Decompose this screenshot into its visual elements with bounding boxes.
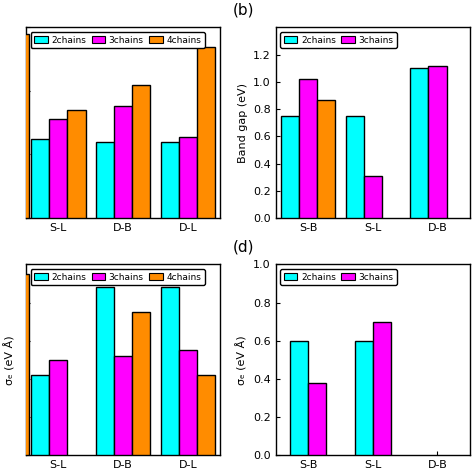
Bar <box>132 312 150 455</box>
Bar <box>31 139 49 218</box>
Bar <box>161 287 179 455</box>
Text: (d): (d) <box>233 240 255 255</box>
Y-axis label: σₑ (eV Å): σₑ (eV Å) <box>236 335 247 384</box>
Bar <box>197 375 215 455</box>
Legend: 2chains, 3chains: 2chains, 3chains <box>280 32 397 48</box>
Bar <box>96 142 114 218</box>
Legend: 2chains, 3chains, 4chains: 2chains, 3chains, 4chains <box>30 269 205 285</box>
Bar <box>179 350 197 455</box>
Bar <box>308 383 326 455</box>
Bar <box>114 356 132 455</box>
Bar <box>96 287 114 455</box>
Bar <box>179 137 197 218</box>
Bar <box>355 341 373 455</box>
Bar <box>197 46 215 218</box>
Legend: 2chains, 3chains, 4chains: 2chains, 3chains, 4chains <box>30 32 205 48</box>
Bar <box>161 142 179 218</box>
Y-axis label: Band gap (eV): Band gap (eV) <box>237 83 247 163</box>
Bar <box>10 34 28 218</box>
Bar <box>49 119 67 218</box>
Bar <box>299 79 317 218</box>
Bar <box>290 341 308 455</box>
Bar <box>10 274 28 455</box>
Bar <box>114 106 132 218</box>
Text: (b): (b) <box>233 3 255 18</box>
Bar <box>317 100 335 218</box>
Bar <box>132 85 150 218</box>
Bar <box>67 110 85 218</box>
Y-axis label: σₑ (eV Å): σₑ (eV Å) <box>4 335 16 384</box>
Bar <box>31 375 49 455</box>
Bar <box>346 116 364 218</box>
Bar <box>364 176 382 218</box>
Bar <box>410 68 428 218</box>
Bar <box>281 116 299 218</box>
Bar <box>428 65 447 218</box>
Bar <box>373 322 391 455</box>
Legend: 2chains, 3chains: 2chains, 3chains <box>280 269 397 285</box>
Bar <box>49 360 67 455</box>
